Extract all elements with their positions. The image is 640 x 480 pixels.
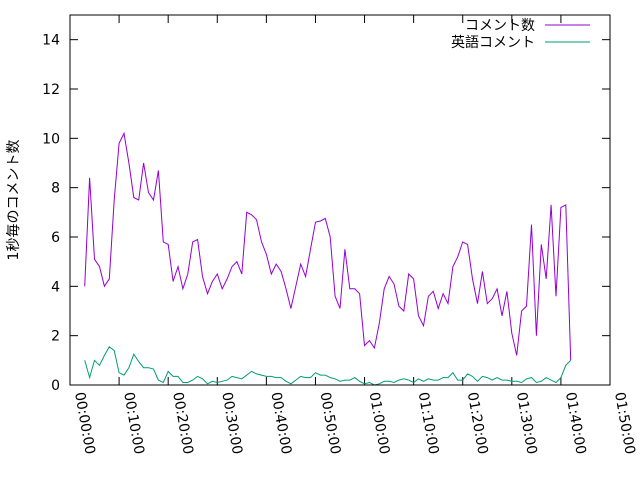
x-tick-label: 01:50:00 — [611, 391, 638, 456]
x-tick-label: 00:20:00 — [169, 391, 196, 456]
y-tick-label: 6 — [51, 230, 60, 246]
x-tick-label: 01:00:00 — [366, 391, 393, 456]
x-tick-label: 00:00:00 — [71, 391, 98, 456]
y-tick-label: 14 — [42, 33, 60, 49]
y-tick-label: 0 — [51, 378, 60, 394]
plot-frame — [69, 14, 611, 386]
x-tick-label: 01:30:00 — [513, 391, 540, 456]
x-tick-label: 01:20:00 — [464, 391, 491, 456]
y-tick-label: 10 — [42, 131, 60, 147]
x-tick-label: 00:50:00 — [317, 391, 344, 456]
x-tick-label: 00:30:00 — [218, 391, 245, 456]
x-tick-label: 01:10:00 — [415, 391, 442, 456]
series-line-1 — [84, 131, 572, 361]
x-tick-label: 01:40:00 — [562, 391, 589, 456]
x-tick-label: 00:10:00 — [120, 391, 147, 456]
legend-label: コメント数 — [465, 18, 535, 34]
y-tick-label: 8 — [51, 181, 60, 197]
legend-label: 英語コメント — [451, 34, 535, 51]
series-line-2 — [84, 346, 572, 386]
y-axis-label: 1秒毎のコメント数 — [6, 140, 22, 261]
y-tick-label: 2 — [51, 329, 60, 345]
y-tick-label: 4 — [51, 279, 60, 295]
x-tick-label: 00:40:00 — [267, 391, 294, 456]
series-lines — [84, 131, 572, 386]
tick-marks — [69, 15, 611, 386]
y-tick-label: 12 — [42, 82, 60, 98]
